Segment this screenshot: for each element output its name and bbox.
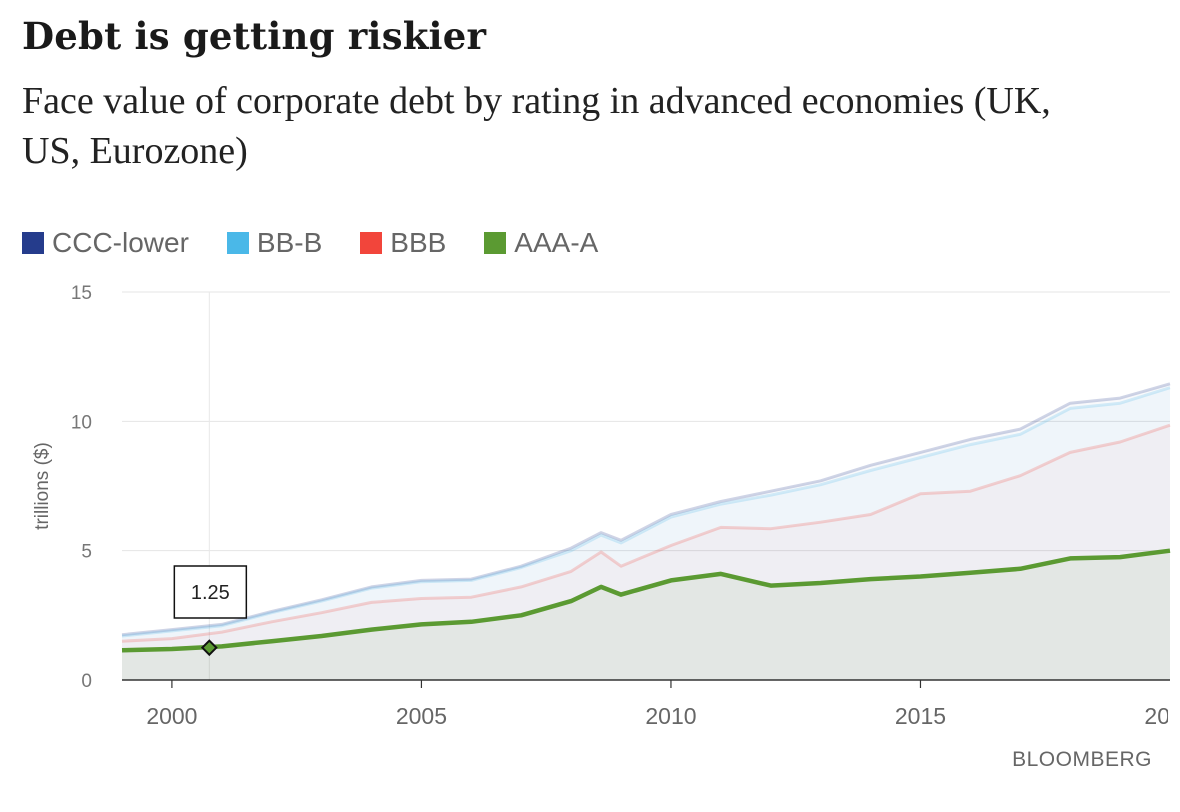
tooltip-marker: [200, 639, 218, 657]
x-tick-label-2005: 2005: [396, 703, 447, 729]
legend-label-ccc-lower: CCC-lower: [52, 227, 189, 258]
series-line-ccc-lower: [121, 382, 1171, 637]
legend-swatch-aaa-a: [484, 232, 507, 254]
x-tick-group: 2000 2005 2010 2015 2020: [146, 680, 1180, 729]
legend-item-aaa-a[interactable]: AAA-A: [484, 227, 598, 259]
tooltip-box: [173, 565, 248, 619]
series-area-bb-b: [122, 387, 1170, 680]
tooltip-value: 1.25: [191, 582, 230, 604]
chart-title: Debt is getting riskier: [22, 14, 487, 58]
x-tick-label-2010: 2010: [645, 703, 696, 729]
chart-subtitle: Face value of corporate debt by rating i…: [22, 80, 1051, 172]
x-tick-label-2000: 2000: [146, 703, 197, 729]
x-tick-label-2015: 2015: [895, 703, 946, 729]
legend-swatch-bb-b: [226, 232, 249, 254]
legend-label-aaa-a: AAA-A: [514, 227, 599, 258]
legend-label-bb-b: BB-B: [256, 227, 323, 258]
y-tick-label-10: 10: [71, 412, 92, 433]
legend-swatch-bbb: [360, 232, 383, 254]
legend-swatch-ccc-lower: [22, 232, 44, 254]
y-tick-label-0: 0: [81, 671, 92, 692]
series-area-aaa-a: [122, 550, 1170, 680]
legend-item-bb-b[interactable]: BB-B: [226, 227, 323, 259]
y-tick-label-15: 15: [71, 283, 92, 304]
series-line-bb-b: [121, 386, 1171, 638]
legend: CCC-lower BB-B BBB AAA-A: [22, 226, 636, 260]
legend-item-ccc-lower[interactable]: CCC-lower: [22, 227, 189, 259]
series-line-aaa-a: [121, 548, 1171, 653]
legend-label-bbb: BBB: [390, 227, 447, 258]
series-line-bbb: [121, 423, 1171, 643]
y-axis-label: trillions ($): [32, 442, 53, 530]
source-credit: BLOOMBERG: [1012, 748, 1152, 771]
x-tick-label-2020: 2020: [1144, 703, 1180, 729]
y-tick-label-5: 5: [81, 542, 92, 563]
legend-item-bbb[interactable]: BBB: [360, 227, 446, 259]
